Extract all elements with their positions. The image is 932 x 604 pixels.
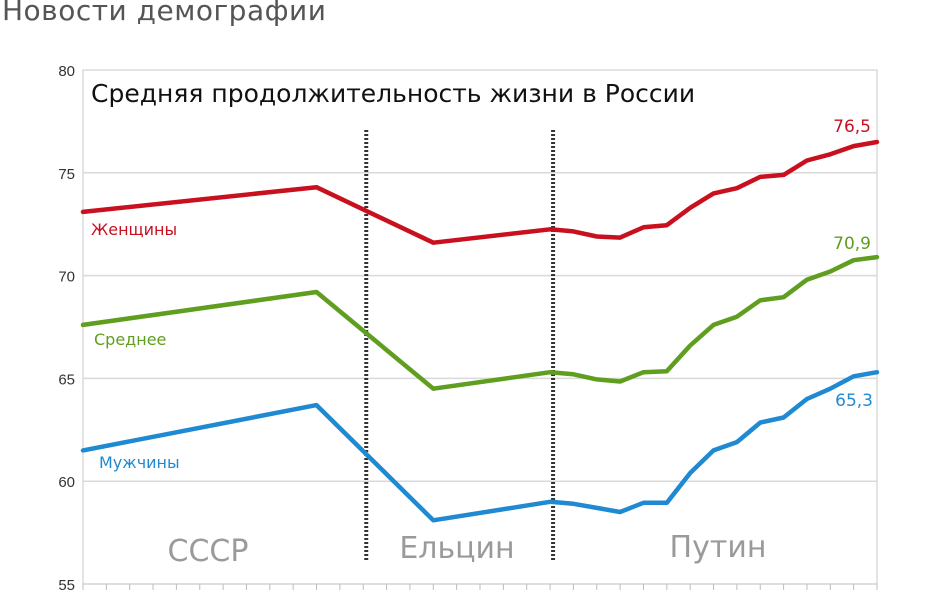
series-line-women [80, 139, 880, 245]
plot-area [82, 69, 878, 585]
series-lines [80, 139, 880, 523]
y-tick-label-75: 75 [58, 166, 75, 183]
site-title: Новости демографии [2, 0, 327, 27]
grid-lines [83, 172, 877, 482]
end-value-average: 70,9 [833, 234, 871, 254]
era-label-ussr: СССР [168, 534, 249, 569]
era-label-yeltsin: Ельцин [399, 531, 514, 566]
series-label-men: Мужчины [99, 453, 180, 472]
y-tick-label-70: 70 [58, 269, 75, 286]
end-value-men: 65,3 [835, 391, 873, 411]
chart-title: Средняя продолжительность жизни в России [91, 79, 695, 108]
series-label-women: Женщины [91, 220, 177, 239]
y-tick-label-80: 80 [58, 63, 75, 80]
end-value-women: 76,5 [833, 117, 871, 137]
y-tick-label-55: 55 [58, 577, 75, 594]
y-axis-tick-labels: 55 60 65 70 75 80 [58, 63, 75, 594]
y-tick-label-60: 60 [58, 474, 75, 491]
series-line-men [80, 369, 880, 523]
x-axis-ticks [82, 583, 878, 590]
era-dividers [364, 130, 556, 562]
y-tick-label-65: 65 [58, 371, 75, 388]
era-label-putin: Путин [670, 530, 767, 565]
series-line-average [80, 254, 880, 391]
series-label-average: Среднее [94, 330, 166, 349]
